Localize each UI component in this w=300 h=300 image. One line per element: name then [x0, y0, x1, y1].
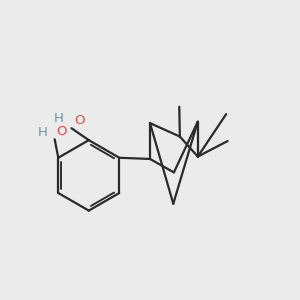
Text: H: H — [38, 126, 47, 139]
Text: O: O — [74, 114, 84, 127]
Text: O: O — [56, 125, 67, 138]
Text: H: H — [54, 112, 64, 125]
